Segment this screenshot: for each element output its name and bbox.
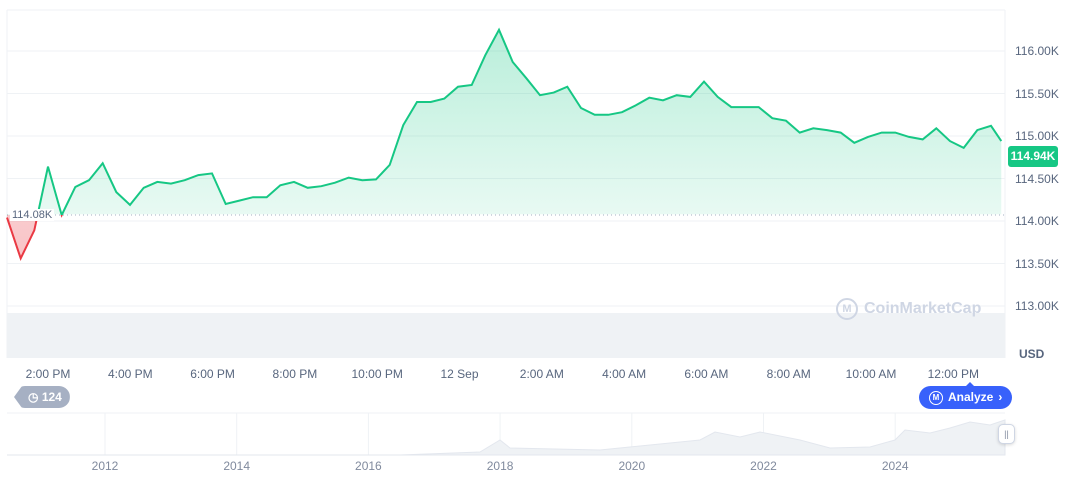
- navigator-year-label: 2022: [750, 459, 777, 473]
- navigator-year-label: 2018: [486, 459, 514, 473]
- currency-label: USD: [1019, 347, 1045, 361]
- x-tick-label: 12:00 PM: [927, 367, 979, 381]
- x-tick-label: 12 Sep: [440, 367, 479, 381]
- x-tick-label: 6:00 PM: [190, 367, 235, 381]
- volume-area: [7, 313, 1005, 358]
- cmc-logo-icon: M: [836, 298, 858, 320]
- y-tick-label: 113.00K: [1015, 299, 1059, 313]
- x-tick-label: 4:00 PM: [107, 367, 153, 381]
- navigator-drag-handle[interactable]: ||: [998, 424, 1015, 444]
- x-tick-label: 6:00 AM: [684, 367, 729, 381]
- y-tick-label: 114.50K: [1015, 171, 1059, 186]
- y-tick-label: 113.50K: [1015, 256, 1059, 271]
- baseline-price-label: 114.08K: [10, 209, 55, 221]
- navigator-year-label: 2016: [355, 459, 382, 473]
- x-tick-label: 8:00 AM: [766, 367, 811, 381]
- x-tick-label: 10:00 AM: [845, 367, 897, 381]
- x-tick-label: 2:00 AM: [519, 367, 564, 381]
- history-badge[interactable]: ◷ 124: [14, 386, 70, 408]
- history-icon: ◷: [28, 390, 39, 404]
- analyze-button[interactable]: M Analyze ›: [919, 382, 1013, 409]
- navigator[interactable]: [7, 412, 1006, 456]
- navigator-year-label: 2012: [91, 459, 119, 473]
- price-line-up: [36, 27, 1003, 215]
- chevron-right-icon: ›: [998, 390, 1003, 404]
- navigator-year-label: 2020: [618, 459, 646, 473]
- price-area-down: [7, 215, 62, 259]
- x-tick-label: 10:00 PM: [351, 367, 403, 381]
- navigator-year-label: 2024: [881, 459, 909, 473]
- analyze-label: Analyze: [948, 390, 994, 404]
- price-area-up: [7, 29, 1002, 215]
- cmc-logo-icon: M: [929, 390, 943, 405]
- navigator-history-area: [7, 419, 1006, 456]
- navigator-year-label: 2014: [223, 459, 251, 473]
- y-tick-label: 116.00K: [1015, 44, 1059, 58]
- x-tick-label: 8:00 PM: [272, 367, 318, 381]
- coinmarketcap-watermark: M CoinMarketCap: [836, 298, 981, 320]
- y-tick-label: 115.50K: [1015, 86, 1059, 101]
- history-count: 124: [41, 390, 62, 404]
- x-tick-label: 2:00 PM: [25, 367, 71, 381]
- y-tick-label: 115.00K: [1015, 129, 1059, 143]
- x-tick-label: 4:00 AM: [602, 367, 647, 381]
- y-tick-label: 114.00K: [1015, 214, 1059, 228]
- current-price-tag: 114.94K: [1008, 146, 1058, 167]
